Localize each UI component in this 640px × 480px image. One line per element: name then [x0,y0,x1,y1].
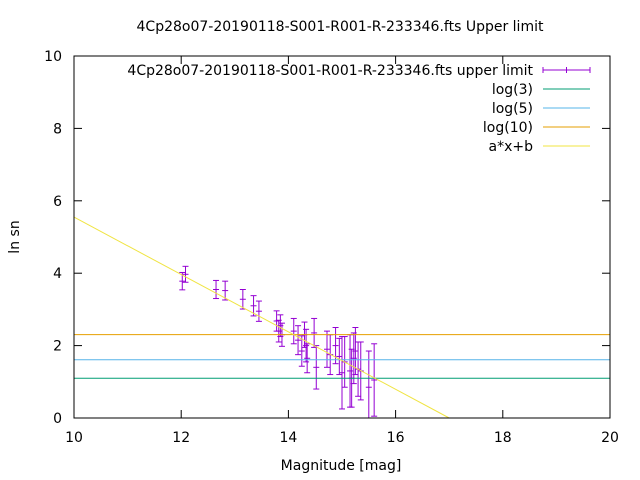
y-tick-label: 6 [53,194,62,210]
data-point [298,335,305,367]
y-axis-label: ln sn [7,220,23,253]
x-axis-label: Magnitude [mag] [281,458,402,474]
y-tick-label: 2 [53,339,62,355]
y-tick-label: 10 [44,49,62,65]
data-point [250,295,257,317]
legend-label: log(10) [483,120,533,136]
legend-entry: 4Cp28o07-20190118-S001-R001-R-233346.fts… [127,63,591,79]
x-tick-label: 20 [601,430,619,446]
data-point [371,343,378,417]
legend: 4Cp28o07-20190118-S001-R001-R-233346.fts… [127,63,591,155]
data-point [365,350,372,419]
legend-label: a*x+b [489,139,534,155]
chart-title: 4Cp28o07-20190118-S001-R001-R-233346.fts… [137,19,544,35]
legend-label: 4Cp28o07-20190118-S001-R001-R-233346.fts… [127,63,533,79]
data-point [304,343,311,374]
legend-label: log(3) [492,82,533,98]
legend-entry: a*x+b [489,139,590,155]
y-tick-label: 8 [53,121,62,137]
x-tick-label: 12 [172,430,190,446]
legend-label: log(5) [492,101,533,117]
data-point [311,317,318,348]
plot-area [73,216,610,419]
y-tick-label: 0 [53,411,62,427]
x-tick-label: 18 [494,430,512,446]
data-point [222,280,229,301]
data-point [336,337,343,376]
data-point [213,279,220,300]
plot-frame [73,55,611,419]
data-point [339,336,345,410]
x-tick-label: 14 [279,430,297,446]
data-point [352,327,359,376]
legend-entry: log(3) [492,82,590,98]
axes: 10 12 14 16 18 20 0 2 4 6 8 10 [44,49,619,446]
data-point [313,345,320,390]
fit-line [73,216,450,419]
x-tick-label: 10 [65,430,83,446]
legend-entry: log(10) [483,120,590,136]
data-point [290,317,297,345]
legend-entry: log(5) [492,101,590,117]
data-point [255,300,262,322]
data-point [323,330,330,368]
data-point [182,265,189,283]
x-tick-label: 16 [387,430,405,446]
y-tick-label: 4 [53,266,62,282]
data-point [295,325,302,356]
